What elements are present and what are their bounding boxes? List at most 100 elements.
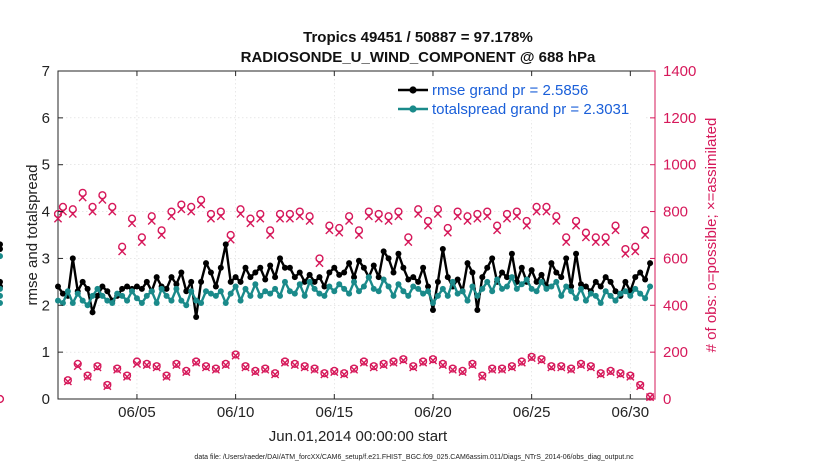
x-tick-label: 06/20 xyxy=(414,404,452,421)
rmse-point xyxy=(355,257,362,264)
totalspread-point xyxy=(429,299,436,306)
totalspread-point xyxy=(247,292,254,299)
obs-possible-point xyxy=(211,364,220,373)
obs-assimilated-point xyxy=(295,212,304,221)
y-tick-label: 3 xyxy=(42,250,50,267)
obs-assimilated-point xyxy=(122,372,132,381)
totalspread-point xyxy=(577,285,584,292)
obs-possible-point xyxy=(611,221,620,230)
obs-assimilated-point xyxy=(468,360,477,370)
obs-possible-point xyxy=(122,371,132,380)
obs-possible-point xyxy=(0,394,5,404)
totalspread-point xyxy=(499,285,506,292)
obs-assimilated-point xyxy=(73,362,82,371)
obs-assimilated-point xyxy=(335,228,344,237)
obs-possible-point xyxy=(458,366,467,375)
totalspread-point xyxy=(296,281,303,288)
obs-assimilated-point xyxy=(142,360,151,370)
rmse-point xyxy=(247,274,254,281)
totalspread-point xyxy=(227,290,234,297)
rmse-point xyxy=(499,269,506,276)
rmse-point xyxy=(183,288,190,295)
obs-possible-point xyxy=(147,212,156,221)
totalspread-point xyxy=(291,290,298,297)
obs-possible-point xyxy=(384,212,393,221)
totalspread-point xyxy=(124,297,131,304)
rmse-point xyxy=(168,274,175,281)
obs-possible-point xyxy=(305,212,314,221)
obs-possible-point xyxy=(379,359,388,368)
obs-possible-point xyxy=(340,369,349,378)
obs-assimilated-point xyxy=(162,372,171,381)
rmse-point xyxy=(143,278,150,285)
obs-assimilated-point xyxy=(280,358,290,367)
totalspread-point xyxy=(637,290,644,297)
y-tick-label: 2 xyxy=(42,297,50,314)
rmse-point xyxy=(153,274,160,281)
totalspread-point xyxy=(84,302,91,309)
obs-possible-point xyxy=(103,380,112,390)
obs-assimilated-point xyxy=(177,205,186,214)
obs-assimilated-point xyxy=(438,360,447,370)
rmse-point xyxy=(528,267,535,274)
obs-assimilated-point xyxy=(137,237,146,247)
totalspread-point xyxy=(64,288,71,295)
totalspread-point xyxy=(321,292,328,299)
rmse-point xyxy=(439,246,446,253)
obs-assimilated-point xyxy=(98,195,107,204)
totalspread-point xyxy=(188,288,195,295)
obs-possible-point xyxy=(374,209,383,219)
obs-possible-point xyxy=(137,233,146,242)
obs-assimilated-point xyxy=(562,237,571,247)
rmse-point xyxy=(94,292,101,299)
y2-tick-label: 0 xyxy=(663,391,671,408)
obs-possible-point xyxy=(404,233,413,242)
totalspread-point xyxy=(341,285,348,292)
obs-possible-point xyxy=(512,207,521,216)
rmse-point xyxy=(217,264,224,271)
obs-assimilated-point xyxy=(606,367,615,377)
obs-assimilated-point xyxy=(147,216,156,226)
obs-possible-point xyxy=(532,202,541,211)
legend-rmse-marker xyxy=(409,86,417,94)
legend-spread-marker xyxy=(409,105,417,113)
rmse-point xyxy=(429,306,436,313)
obs-assimilated-point xyxy=(384,216,393,226)
obs-possible-point xyxy=(354,226,364,235)
totalspread-point xyxy=(355,288,362,295)
rmse-point xyxy=(602,274,609,281)
totalspread-point xyxy=(286,288,293,295)
obs-assimilated-point xyxy=(586,363,595,372)
obs-assimilated-point xyxy=(256,214,265,223)
totalspread-point xyxy=(59,299,66,306)
rmse-point xyxy=(503,274,510,281)
obs-assimilated-point xyxy=(196,200,206,209)
obs-possible-point xyxy=(157,226,166,235)
obs-possible-point xyxy=(636,380,645,390)
totalspread-point xyxy=(138,299,145,306)
obs-possible-point xyxy=(330,366,339,375)
obs-assimilated-point xyxy=(611,226,620,235)
totalspread-point xyxy=(439,285,446,292)
obs-assimilated-point xyxy=(88,207,97,216)
obs-assimilated-point xyxy=(433,209,443,219)
obs-possible-point xyxy=(576,359,586,368)
obs-assimilated-point xyxy=(53,214,63,223)
obs-possible-point xyxy=(557,362,566,371)
x-axis-label: Jun.01,2014 00:00:00 start xyxy=(269,428,448,445)
rmse-point xyxy=(637,269,644,276)
obs-assimilated-point xyxy=(354,230,364,240)
totalspread-point xyxy=(568,288,575,295)
obs-assimilated-point xyxy=(552,216,561,226)
obs-assimilated-point xyxy=(310,365,319,374)
y-tick-label: 6 xyxy=(42,110,50,127)
obs-assimilated-point xyxy=(621,249,630,258)
rmse-point xyxy=(582,283,589,290)
obs-assimilated-point xyxy=(522,221,531,230)
rmse-point xyxy=(380,248,387,255)
rmse-point xyxy=(212,283,219,290)
obs-possible-point xyxy=(206,209,216,219)
obs-possible-point xyxy=(290,359,299,368)
obs-possible-point xyxy=(428,355,438,364)
totalspread-point xyxy=(143,292,150,299)
